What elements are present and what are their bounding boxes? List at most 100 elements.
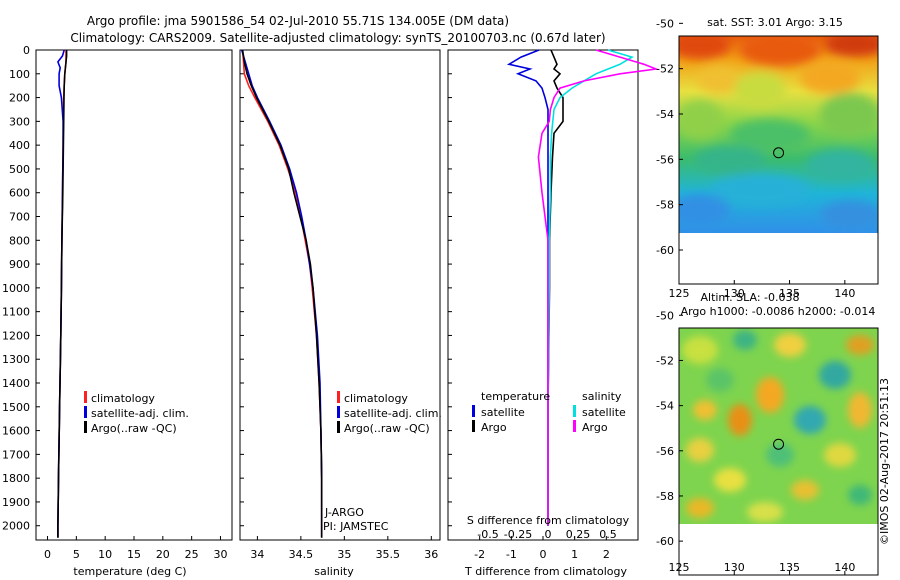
depth-tick-label: 1000 — [2, 282, 30, 295]
lat-tick-label: -54 — [656, 400, 674, 413]
legend-sal-satellite: satellite — [582, 406, 626, 419]
series-line — [547, 49, 564, 526]
difference-legend: temperature salinity satellite Argo sate… — [472, 390, 626, 434]
x-tick-label: 15 — [127, 548, 141, 561]
depth-axis: 0 100 200 300 400 500 600 700 800 900 1000 1100 1200… — [2, 44, 452, 533]
sla-map-lat-axis: -50 -52 -54 -56 -58 -60 — [656, 309, 683, 548]
temperature-series — [56, 49, 68, 538]
depth-tick-label: 100 — [9, 68, 30, 81]
salinity-axis-label: salinity — [314, 565, 354, 578]
depth-tick-label: 0 — [23, 44, 30, 57]
legend-swatch-argo — [84, 421, 87, 433]
x-tick-label: 20 — [156, 548, 170, 561]
lon-tick-label: 135 — [779, 287, 800, 300]
x-tick-label: 10 — [98, 548, 112, 561]
lat-tick-label: -60 — [656, 244, 674, 257]
s-difference-axis-label: S difference from climatology — [467, 514, 630, 527]
difference-series — [506, 49, 660, 526]
pi-label: PI: JAMSTEC — [323, 520, 389, 533]
x-tick-label: 0 — [540, 548, 547, 561]
lon-tick-label: 130 — [724, 561, 745, 574]
t-difference-axis-label: T difference from climatology — [464, 565, 627, 578]
legend-argo: Argo(..raw -QC) — [91, 422, 177, 435]
x-tick-label: 30 — [213, 548, 227, 561]
lat-tick-label: -60 — [656, 535, 674, 548]
depth-tick-label: 1800 — [2, 472, 30, 485]
sst-map-frame — [678, 35, 879, 285]
sst-map-title: sat. SST: 3.01 Argo: 3.15 — [707, 16, 843, 29]
temperature-plot-frame — [35, 49, 233, 541]
figure-title-line1: Argo profile: jma 5901586_54 02-Jul-2010… — [87, 14, 509, 28]
depth-tick-label: 800 — [9, 234, 30, 247]
sst-map-field — [679, 36, 878, 233]
difference-t-axis: -2 -1 0 1 2 — [474, 536, 610, 561]
legend-climatology: climatology — [344, 392, 408, 405]
series-line — [537, 49, 660, 526]
sst-map-lat-axis: -50 -52 -54 -56 -58 -60 — [656, 17, 683, 257]
x-tick-label: 2 — [603, 548, 610, 561]
sst-map-lon-axis: 125 130 135 140 — [669, 280, 855, 300]
legend-swatch-sal-satellite — [573, 405, 576, 417]
x-tick-label: -2 — [474, 548, 485, 561]
x-tick-label: -1 — [506, 548, 517, 561]
lon-tick-label: 140 — [834, 561, 855, 574]
depth-tick-label: 600 — [9, 187, 30, 200]
depth-tick-label: 1300 — [2, 353, 30, 366]
s-tick-label: 0.5 — [599, 528, 617, 541]
s-tick-label: 0 — [545, 528, 552, 541]
legend-swatch-satellite — [337, 406, 340, 418]
depth-tick-label: 1700 — [2, 448, 30, 461]
legend-satellite: satellite-adj. clim. — [344, 407, 442, 420]
legend-swatch-temp-argo — [472, 420, 475, 432]
imos-credit: ©IMOS 02-Aug-2017 20:51:13 — [878, 378, 891, 545]
lon-tick-label: 125 — [669, 287, 690, 300]
sst-argo-location-marker — [773, 147, 785, 159]
lat-tick-label: -56 — [656, 153, 674, 166]
lat-tick-label: -50 — [656, 309, 674, 322]
legend-argo: Argo(..raw -QC) — [344, 422, 430, 435]
series-line — [240, 49, 323, 538]
lon-tick-label: 125 — [669, 561, 690, 574]
x-tick-label: 36 — [424, 548, 438, 561]
legend-swatch-argo — [337, 421, 340, 433]
figure-title-line2: Climatology: CARS2009. Satellite-adjuste… — [70, 31, 605, 45]
series-line — [547, 49, 634, 526]
temperature-axis-label: temperature (deg C) — [73, 565, 186, 578]
lat-tick-label: -58 — [656, 490, 674, 503]
lat-tick-label: -54 — [656, 108, 674, 121]
lat-tick-label: -56 — [656, 445, 674, 458]
depth-tick-label: 900 — [9, 258, 30, 271]
sla-map-subtitle: Argo h1000: -0.0086 h2000: -0.014 — [681, 305, 876, 318]
legend-climatology: climatology — [91, 392, 155, 405]
lat-tick-label: -52 — [656, 63, 674, 76]
series-line — [57, 50, 68, 538]
legend-swatch-climatology — [337, 391, 340, 403]
depth-tick-label: 1500 — [2, 401, 30, 414]
depth-tick-label: 500 — [9, 163, 30, 176]
legend-swatch-sal-argo — [573, 420, 576, 432]
x-tick-label: 1 — [571, 548, 578, 561]
sla-map-title: Altim. SLA: -0.038 — [700, 291, 799, 304]
program-label: J-ARGO — [324, 506, 364, 519]
depth-tick-label: 1200 — [2, 329, 30, 342]
difference-s-axis: -0.5 -0.25 0 0.25 0.5 — [477, 528, 616, 541]
legend-temperature-header: temperature — [481, 390, 550, 403]
lat-tick-label: -52 — [656, 354, 674, 367]
sla-map-lon-axis: 125 130 135 140 — [669, 561, 855, 575]
series-line — [506, 49, 549, 526]
depth-tick-label: 1400 — [2, 377, 30, 390]
depth-tick-label: 1600 — [2, 425, 30, 438]
depth-tick-label: 1900 — [2, 496, 30, 509]
temperature-x-axis: 0 5 10 15 20 25 30 — [44, 536, 227, 561]
salinity-series — [240, 49, 323, 538]
series-line — [241, 49, 323, 538]
depth-tick-label: 400 — [9, 139, 30, 152]
s-tick-label: 0.25 — [566, 528, 591, 541]
x-tick-label: 35.5 — [376, 548, 401, 561]
lon-tick-label: 140 — [834, 287, 855, 300]
depth-tick-label: 700 — [9, 211, 30, 224]
x-tick-label: 34.5 — [289, 548, 314, 561]
x-tick-label: 5 — [73, 548, 80, 561]
legend-sal-argo: Argo — [582, 421, 608, 434]
